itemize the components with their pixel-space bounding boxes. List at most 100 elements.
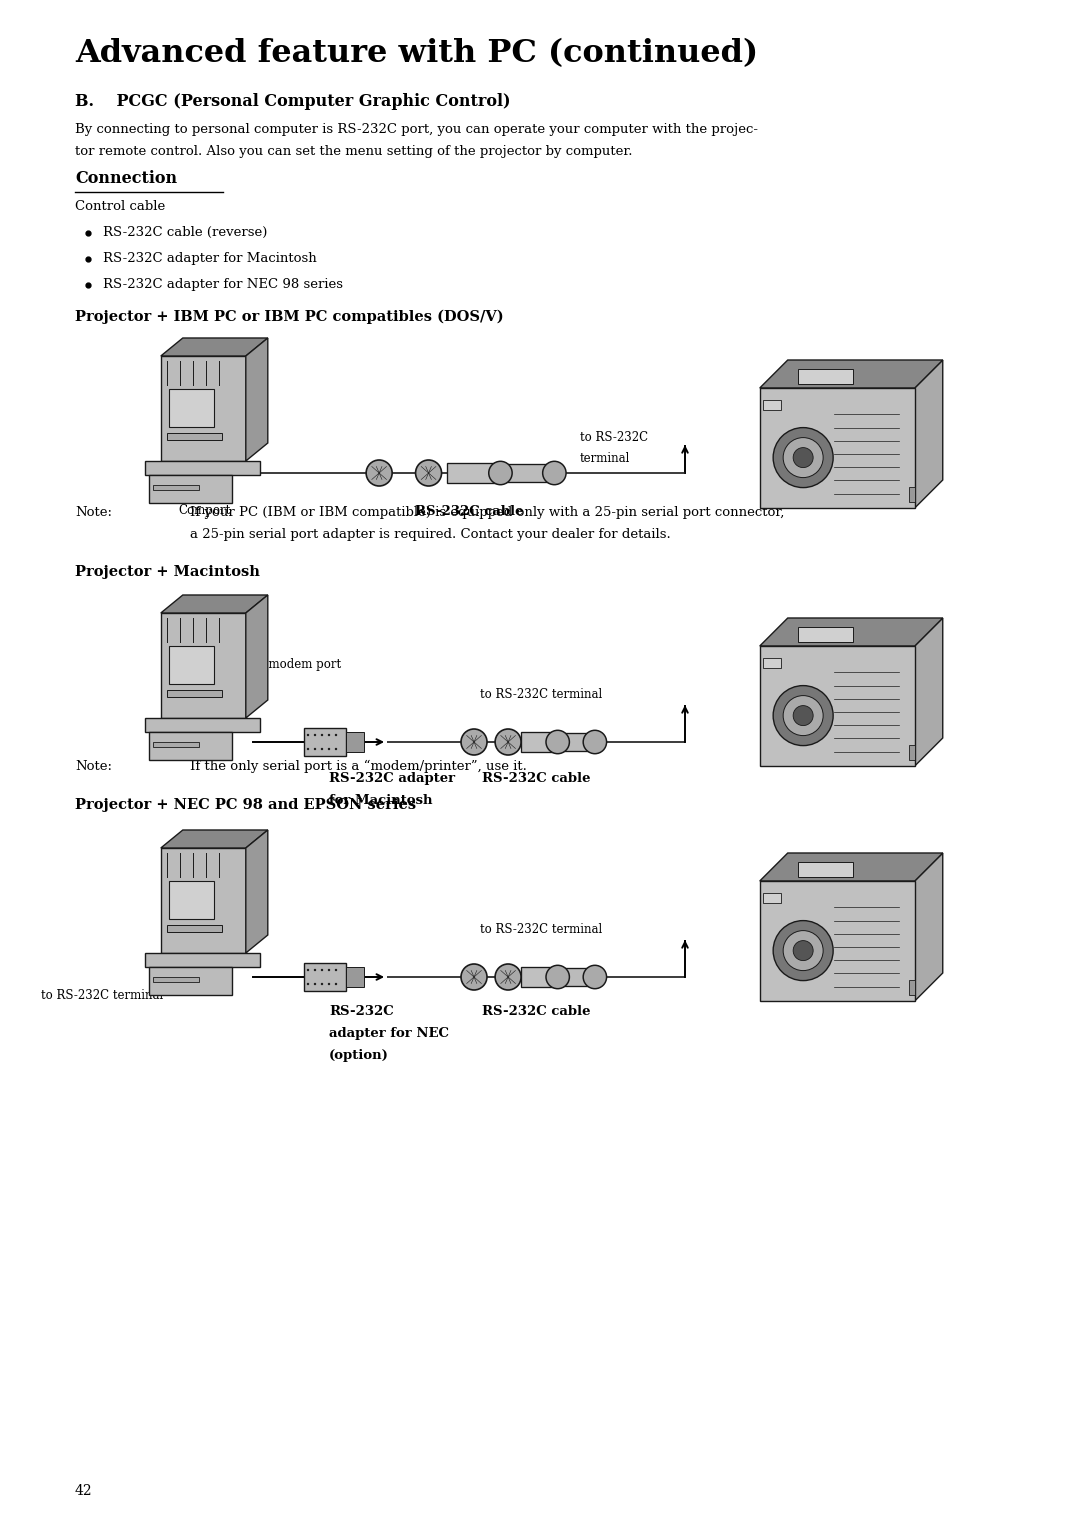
Circle shape <box>583 730 607 753</box>
Circle shape <box>314 983 316 986</box>
Text: Projector + NEC PC 98 and EPSON series: Projector + NEC PC 98 and EPSON series <box>75 798 416 811</box>
Circle shape <box>321 983 323 986</box>
Circle shape <box>495 964 522 990</box>
Circle shape <box>335 983 337 986</box>
Bar <box>759 388 915 507</box>
Bar <box>521 967 555 987</box>
Bar <box>762 892 781 903</box>
Circle shape <box>328 969 330 972</box>
Circle shape <box>793 706 813 726</box>
Circle shape <box>307 733 309 736</box>
Text: Comport: Comport <box>179 504 231 516</box>
Circle shape <box>307 983 309 986</box>
Bar <box>762 400 781 410</box>
Circle shape <box>314 733 316 736</box>
Bar <box>557 969 598 986</box>
Text: to RS-232C: to RS-232C <box>580 431 648 445</box>
Text: Control cable: Control cable <box>75 200 165 212</box>
Circle shape <box>546 730 569 753</box>
Text: for Macintosh: for Macintosh <box>329 795 432 807</box>
Bar <box>759 646 915 766</box>
Circle shape <box>366 460 392 486</box>
Text: RS-232C cable: RS-232C cable <box>482 1005 591 1018</box>
Bar <box>161 848 246 953</box>
Circle shape <box>307 969 309 972</box>
Circle shape <box>328 747 330 750</box>
Circle shape <box>335 747 337 750</box>
Bar <box>168 390 214 428</box>
Bar <box>166 432 221 440</box>
Text: to RS-232C terminal: to RS-232C terminal <box>41 989 163 1002</box>
Text: Projector + Macintosh: Projector + Macintosh <box>75 565 260 579</box>
Text: If your PC (IBM or IBM compatible) is equipped only with a 25-pin serial port co: If your PC (IBM or IBM compatible) is eq… <box>190 506 784 520</box>
Bar <box>166 691 221 697</box>
Polygon shape <box>246 594 268 718</box>
Polygon shape <box>759 361 943 388</box>
Bar <box>153 486 199 490</box>
Bar <box>908 487 915 503</box>
Text: RS-232C adapter for NEC 98 series: RS-232C adapter for NEC 98 series <box>103 278 343 290</box>
Circle shape <box>773 920 833 981</box>
Text: Connection: Connection <box>75 170 177 186</box>
Circle shape <box>335 969 337 972</box>
Bar <box>798 862 853 877</box>
Text: Note:: Note: <box>75 759 112 773</box>
Circle shape <box>773 428 833 487</box>
Text: a 25-pin serial port adapter is required. Contact your dealer for details.: a 25-pin serial port adapter is required… <box>190 529 671 541</box>
Polygon shape <box>759 617 943 646</box>
Circle shape <box>328 983 330 986</box>
Circle shape <box>783 695 823 735</box>
Bar <box>146 461 260 475</box>
Bar <box>798 368 853 384</box>
Text: RS-232C adapter: RS-232C adapter <box>329 772 455 785</box>
Text: to modem port: to modem port <box>253 659 341 671</box>
Text: tor remote control. Also you can set the menu setting of the projector by comput: tor remote control. Also you can set the… <box>75 145 633 157</box>
Polygon shape <box>246 338 268 461</box>
Circle shape <box>321 733 323 736</box>
Text: adapter for NEC: adapter for NEC <box>329 1027 449 1041</box>
Text: RS-232C cable: RS-232C cable <box>482 772 591 785</box>
Bar <box>759 882 915 1001</box>
Polygon shape <box>161 830 268 848</box>
Circle shape <box>546 966 569 989</box>
Polygon shape <box>759 853 943 882</box>
Bar <box>446 463 496 483</box>
Circle shape <box>328 733 330 736</box>
Circle shape <box>783 437 823 478</box>
Bar <box>762 657 781 668</box>
Bar <box>161 613 246 718</box>
Circle shape <box>314 969 316 972</box>
Circle shape <box>793 941 813 961</box>
Circle shape <box>416 460 442 486</box>
Circle shape <box>321 747 323 750</box>
Text: to Com1: to Com1 <box>180 483 230 497</box>
Circle shape <box>335 733 337 736</box>
Bar <box>153 743 199 747</box>
Bar <box>303 727 346 756</box>
Circle shape <box>321 969 323 972</box>
Text: 42: 42 <box>75 1484 93 1497</box>
Polygon shape <box>161 338 268 356</box>
Text: Projector + IBM PC or IBM PC compatibles (DOS/V): Projector + IBM PC or IBM PC compatibles… <box>75 310 503 324</box>
Text: Note:: Note: <box>75 506 112 520</box>
Circle shape <box>314 747 316 750</box>
Circle shape <box>495 729 522 755</box>
Circle shape <box>461 729 487 755</box>
Circle shape <box>307 747 309 750</box>
Bar <box>521 732 555 752</box>
Circle shape <box>773 686 833 746</box>
Text: If the only serial port is a “modem/printer”, use it.: If the only serial port is a “modem/prin… <box>190 759 527 773</box>
Bar <box>168 646 214 685</box>
Polygon shape <box>246 830 268 953</box>
Polygon shape <box>915 361 943 507</box>
Bar <box>303 963 346 992</box>
Text: By connecting to personal computer is RS-232C port, you can operate your compute: By connecting to personal computer is RS… <box>75 122 758 136</box>
Bar <box>346 732 364 752</box>
Bar <box>557 733 598 750</box>
Text: RS-232C: RS-232C <box>329 1005 394 1018</box>
Text: terminal: terminal <box>580 452 631 465</box>
Bar <box>798 626 853 642</box>
Bar <box>149 475 232 503</box>
Text: B.    PCGC (Personal Computer Graphic Control): B. PCGC (Personal Computer Graphic Contr… <box>75 93 511 110</box>
Polygon shape <box>915 617 943 766</box>
